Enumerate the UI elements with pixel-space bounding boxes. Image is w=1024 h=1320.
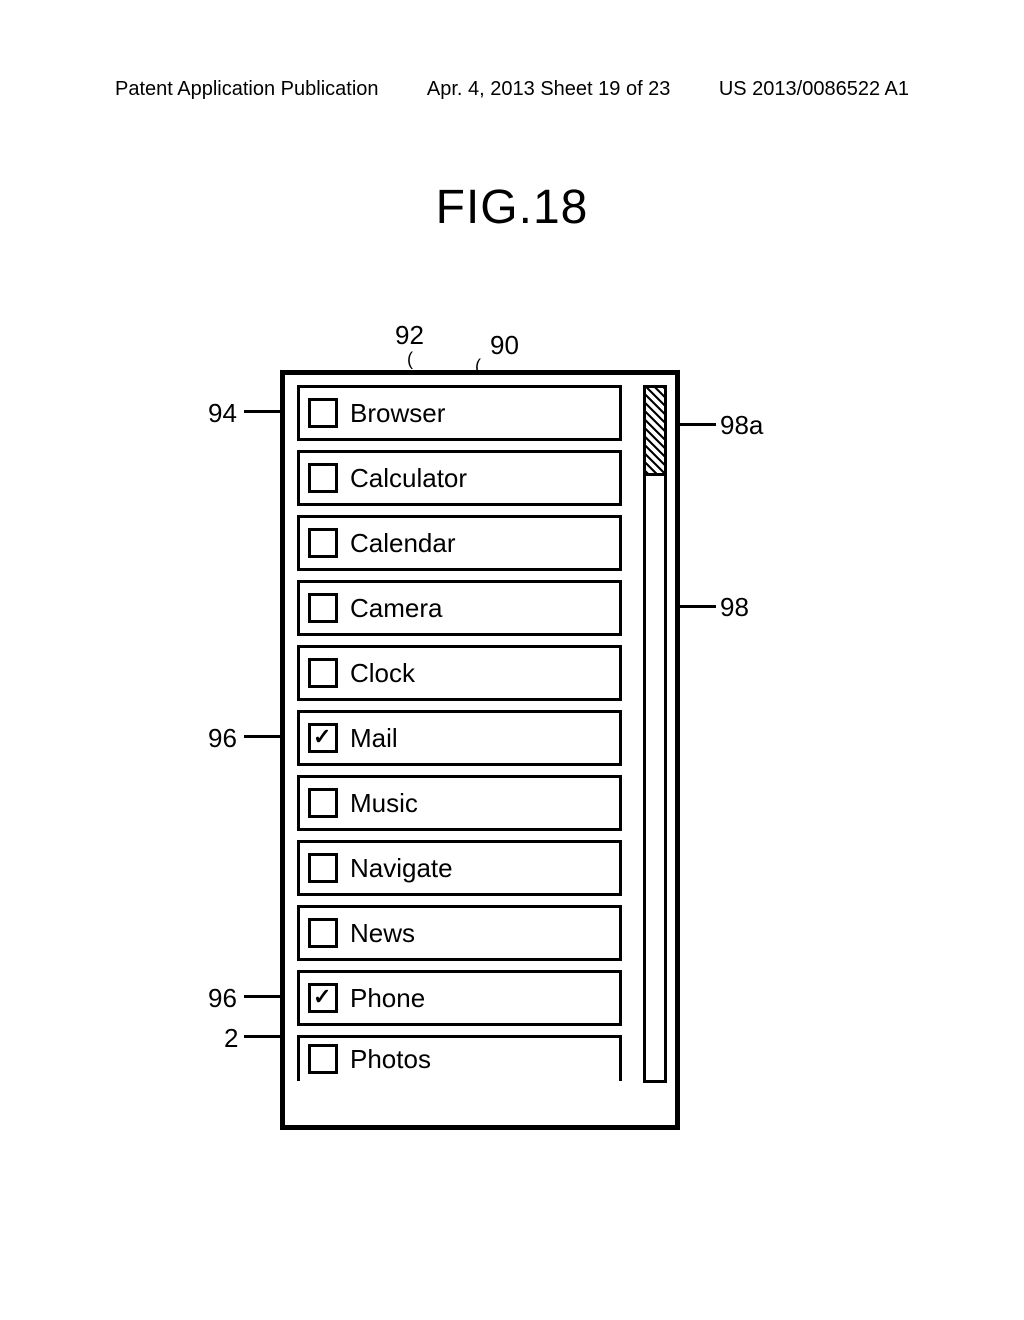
hook-92: ( [407,350,413,368]
callout-96-bottom: 96 [208,983,237,1014]
callout-90: 90 [490,330,519,361]
diagram-container: 92 ( 90 ( 94 96 96 2 98a 98 Browser Calc… [0,310,1024,1210]
callout-98: 98 [720,592,749,623]
list-item-clipped[interactable]: Photos [297,1035,622,1081]
item-label: Phone [350,983,425,1014]
checkbox[interactable] [308,398,338,428]
checkbox[interactable] [308,593,338,623]
callout-92: 92 [395,320,424,351]
figure-title: FIG.18 [0,180,1024,235]
checkbox-checked[interactable]: ✓ [308,983,338,1013]
checkmark-icon: ✓ [313,985,331,1009]
list-item[interactable]: News [297,905,622,961]
item-label: Browser [350,398,445,429]
item-label: Navigate [350,853,453,884]
checkbox[interactable] [308,1044,338,1074]
item-label: Clock [350,658,415,689]
page-header: Patent Application Publication Apr. 4, 2… [115,78,909,101]
callout-94: 94 [208,398,237,429]
checkbox-checked[interactable]: ✓ [308,723,338,753]
lead-98 [680,605,716,608]
checkbox[interactable] [308,658,338,688]
header-right: US 2013/0086522 A1 [719,78,909,101]
lead-98a [680,423,716,426]
scrollbar-track[interactable] [643,385,667,1083]
list-item[interactable]: ✓ Phone [297,970,622,1026]
callout-2: 2 [224,1023,238,1054]
list-item[interactable]: Music [297,775,622,831]
scrollbar-thumb[interactable] [646,388,664,476]
checkbox[interactable] [308,918,338,948]
callout-96-top: 96 [208,723,237,754]
callout-98a: 98a [720,410,763,441]
list-item[interactable]: Navigate [297,840,622,896]
checkbox[interactable] [308,853,338,883]
list-item[interactable]: Calculator [297,450,622,506]
header-center: Apr. 4, 2013 Sheet 19 of 23 [427,78,671,101]
list-item[interactable]: ✓ Mail [297,710,622,766]
item-label: Music [350,788,418,819]
list-area: Browser Calculator Calendar Camera Clock… [297,385,622,1083]
checkbox[interactable] [308,528,338,558]
item-label: Camera [350,593,442,624]
list-item[interactable]: Calendar [297,515,622,571]
checkmark-icon: ✓ [313,725,331,749]
item-label: Calendar [350,528,456,559]
checkbox[interactable] [308,463,338,493]
device-frame: Browser Calculator Calendar Camera Clock… [280,370,680,1130]
item-label: Calculator [350,463,467,494]
list-item[interactable]: Clock [297,645,622,701]
header-left: Patent Application Publication [115,78,379,101]
item-label: News [350,918,415,949]
item-label: Photos [350,1044,431,1075]
item-label: Mail [350,723,398,754]
list-item[interactable]: Browser [297,385,622,441]
list-item[interactable]: Camera [297,580,622,636]
checkbox[interactable] [308,788,338,818]
